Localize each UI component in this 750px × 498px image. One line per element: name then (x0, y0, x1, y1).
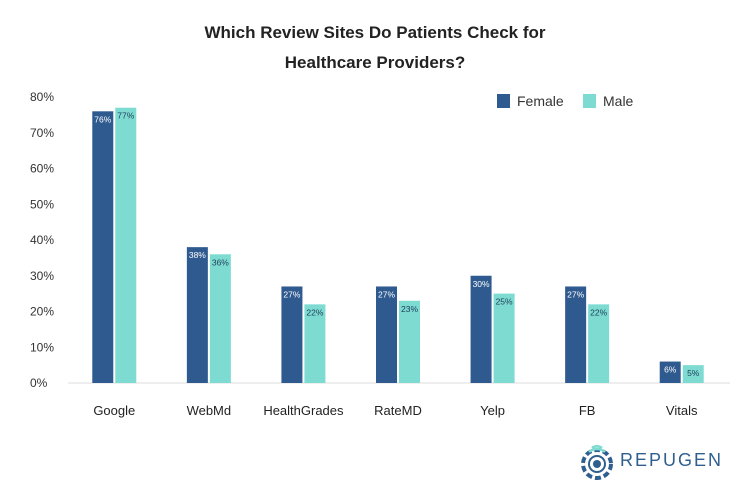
legend-swatch-female (497, 94, 510, 108)
bar-female-vitals (659, 361, 681, 383)
chart-title-line-2: Healthcare Providers? (284, 53, 466, 72)
y-tick-label: 10% (30, 340, 54, 354)
y-tick-label: 40% (30, 233, 54, 247)
bar-male-ratemd (399, 300, 420, 383)
legend-label-male: Male (603, 93, 634, 109)
chart-bars: 76% 77% 38% 36% 27% 22% 27% 23% 30% 25% 27% 22% 6% 5% (92, 107, 704, 384)
x-tick-label: Google (93, 403, 135, 418)
bar-male-vitals (682, 365, 704, 383)
chart-legend: Female Male (497, 93, 634, 109)
y-tick-label: 30% (30, 269, 54, 283)
data-label: 22% (590, 307, 607, 317)
brand-name: REPUGEN (620, 450, 724, 470)
bar-male-google (115, 107, 137, 383)
data-label: 76% (94, 114, 111, 124)
y-tick-label: 80% (30, 90, 54, 104)
bar-female-google (92, 111, 114, 384)
bar-female-yelp (470, 275, 492, 383)
y-tick-label: 50% (30, 197, 54, 211)
chart-title-line-1: Which Review Sites Do Patients Check for (204, 23, 546, 42)
data-label: 27% (283, 289, 300, 299)
x-tick-label: Yelp (480, 403, 505, 418)
chart-axes: 0% 10% 20% 30% 40% 50% 60% 70% 80% Google WebMd Hea… (30, 90, 730, 418)
x-tick-label: RateMD (374, 403, 422, 418)
y-tick-label: 60% (30, 162, 54, 176)
x-tick-label: FB (579, 403, 596, 418)
bar-female-webmd (186, 247, 208, 383)
bar-male-webmd (209, 254, 231, 383)
x-tick-label: Vitals (666, 403, 698, 418)
y-tick-label: 20% (30, 305, 54, 319)
bar-female-fb (565, 286, 587, 383)
data-label: 25% (496, 297, 513, 307)
chart-title: Which Review Sites Do Patients Check for… (0, 18, 750, 78)
data-label: 27% (378, 289, 395, 299)
data-label: 23% (401, 304, 418, 314)
data-label: 27% (567, 289, 584, 299)
data-label: 36% (212, 257, 229, 267)
x-tick-label: HealthGrades (263, 403, 344, 418)
bar-male-fb (588, 304, 610, 383)
data-label: 6% (664, 365, 677, 375)
data-label: 22% (306, 307, 323, 317)
data-label: 38% (189, 250, 206, 260)
legend-swatch-male (583, 94, 596, 108)
data-label: 77% (117, 111, 134, 121)
data-label: 30% (473, 279, 490, 289)
bar-female-healthgrades (281, 286, 303, 383)
data-label: 5% (687, 368, 700, 378)
legend-label-female: Female (517, 93, 564, 109)
bar-male-yelp (493, 293, 515, 383)
y-tick-label: 0% (30, 376, 48, 390)
repugen-logo-icon (581, 445, 613, 480)
y-tick-label: 70% (30, 126, 54, 140)
x-tick-label: WebMd (187, 403, 232, 418)
bar-female-ratemd (376, 286, 397, 383)
bar-male-healthgrades (304, 304, 326, 383)
